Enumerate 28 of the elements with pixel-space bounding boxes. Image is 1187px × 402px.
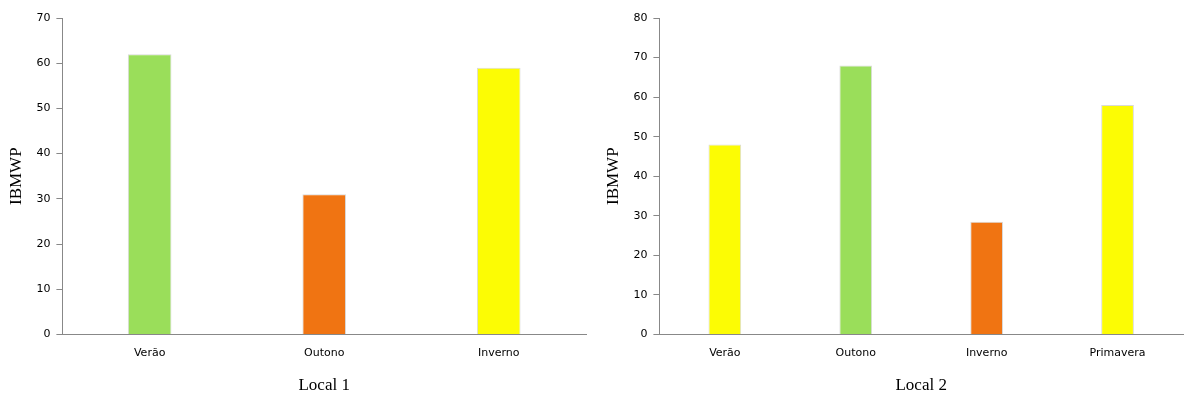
y-tick-label: 70 bbox=[36, 10, 51, 24]
y-tick-label: 30 bbox=[633, 208, 648, 222]
x-tick-label: Inverno bbox=[965, 345, 1008, 359]
y-tick-label: 60 bbox=[633, 89, 648, 103]
y-tick-label: 80 bbox=[633, 10, 648, 24]
y-tick-label: 60 bbox=[36, 56, 51, 70]
y-tick-label: 50 bbox=[36, 101, 51, 115]
y-tick-label: 20 bbox=[633, 248, 648, 262]
y-tick-label: 30 bbox=[36, 191, 51, 205]
x-tick-label: Outono bbox=[835, 345, 877, 359]
x-tick-label: Inverno bbox=[477, 345, 520, 359]
y-tick-label: 50 bbox=[633, 129, 648, 143]
x-axis-title: Local 1 bbox=[298, 375, 350, 395]
y-tick-label: 10 bbox=[36, 282, 51, 296]
y-axis-title: IBMWP bbox=[602, 147, 622, 206]
y-tick-label: 40 bbox=[36, 146, 51, 160]
x-tick-label: Primavera bbox=[1089, 345, 1146, 359]
y-tick-label: 20 bbox=[36, 236, 51, 250]
x-tick-label: Outono bbox=[304, 345, 345, 359]
x-axis-title: Local 2 bbox=[895, 375, 947, 395]
y-tick-label: 0 bbox=[640, 327, 648, 341]
y-axis-title: IBMWP bbox=[5, 147, 25, 206]
y-tick-label: 10 bbox=[633, 287, 648, 301]
y-tick-label: 40 bbox=[633, 169, 648, 183]
x-tick-label: Verão bbox=[709, 345, 741, 359]
y-tick-label: 0 bbox=[43, 327, 51, 341]
x-tick-label: Verão bbox=[133, 345, 166, 359]
y-tick-label: 70 bbox=[633, 50, 648, 64]
